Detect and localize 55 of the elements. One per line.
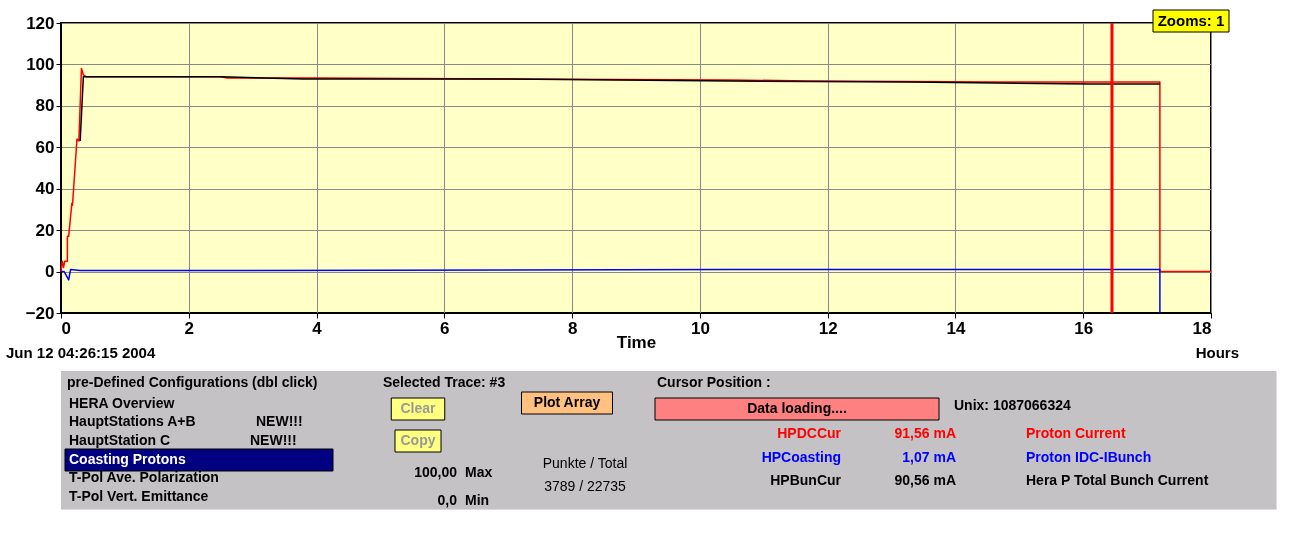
text: Proton IDC-IBunch xyxy=(1026,449,1152,465)
annotation: Zooms: 1 xyxy=(1157,12,1225,29)
text: Proton Current xyxy=(1026,425,1126,441)
x-tick-label: 0 xyxy=(61,318,71,338)
y-tick-label: 100 xyxy=(26,54,55,74)
text: 0,0 xyxy=(437,492,458,508)
text: 91,56 mA xyxy=(894,425,956,441)
x-tick-label: 10 xyxy=(690,318,710,338)
text: Punkte / Total xyxy=(542,455,628,471)
x-tick-label: 4 xyxy=(312,318,323,338)
y-tick-label: 80 xyxy=(35,96,55,116)
text: HERA Overview xyxy=(69,395,175,411)
text: HauptStations A+B xyxy=(69,413,196,429)
y-tick-label: 120 xyxy=(26,13,55,33)
text: Clear xyxy=(400,400,437,416)
text: Jun 12 04:26:15 2004 xyxy=(6,344,156,361)
text: Hera P Total Bunch Current xyxy=(1026,472,1209,488)
text: Max xyxy=(465,464,493,480)
text: HauptStation C xyxy=(69,432,171,448)
text: 3789 / 22735 xyxy=(544,478,627,494)
text: T-Pol Ave. Polarization xyxy=(69,469,219,485)
y-tick-label: 40 xyxy=(35,179,55,199)
text: T-Pol Vert. Emittance xyxy=(69,488,209,504)
y-tick-label: 20 xyxy=(35,220,55,240)
text: 100,00 xyxy=(414,464,458,480)
text: Selected Trace: #3 xyxy=(383,374,506,390)
x-tick-label: 12 xyxy=(818,318,838,338)
x-tick-label: 2 xyxy=(184,318,195,338)
text: pre-Defined Configurations (dbl click) xyxy=(67,374,318,390)
text: Copy xyxy=(400,432,436,448)
y-tick-label: 0 xyxy=(45,262,55,282)
text: Coasting Protons xyxy=(69,451,186,467)
text: Min xyxy=(465,492,490,508)
text: NEW!!! xyxy=(256,413,303,429)
text: HPDCCur xyxy=(777,425,842,441)
y-tick-label: −20 xyxy=(25,303,55,323)
text: Plot Array xyxy=(533,394,601,410)
x-tick-label: 18 xyxy=(1192,318,1212,338)
text: Unix: 1087066324 xyxy=(954,397,1071,413)
text: HPBunCur xyxy=(770,472,842,488)
text: Data loading.... xyxy=(747,400,847,416)
y-tick-label: 60 xyxy=(35,137,55,157)
x-tick-label: 8 xyxy=(567,318,578,338)
text: 90,56 mA xyxy=(894,472,956,488)
text: Cursor Position : xyxy=(657,374,771,390)
text: NEW!!! xyxy=(250,432,297,448)
x-tick-label: 6 xyxy=(440,318,450,338)
text: HPCoasting xyxy=(761,449,841,465)
text: Hours xyxy=(1195,344,1239,361)
line-series xyxy=(79,76,1161,142)
text: 1,07 mA xyxy=(902,449,956,465)
x-tick-label: 16 xyxy=(1074,318,1094,338)
x-axis-title: Time xyxy=(616,332,657,352)
x-tick-label: 14 xyxy=(946,318,966,338)
line-series xyxy=(60,268,1161,314)
